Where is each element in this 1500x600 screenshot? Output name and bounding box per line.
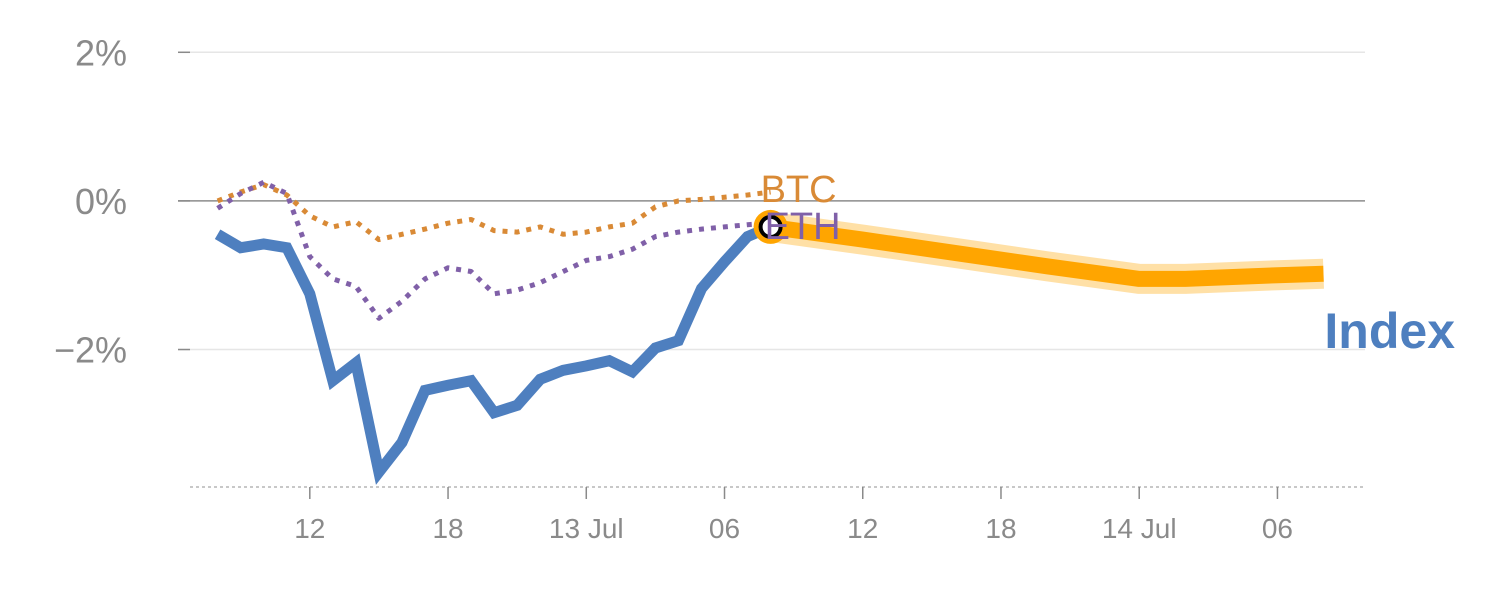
series-line-btc [216, 182, 771, 243]
x-tick-label: 13 Jul [549, 513, 624, 544]
x-tick-label: 18 [985, 513, 1016, 544]
series-label-index: Index [1324, 303, 1455, 359]
series-line-index [214, 221, 773, 485]
y-tick-label: −2% [54, 330, 127, 371]
x-tick-label: 12 [294, 513, 325, 544]
series-label-eth: ETH [765, 206, 841, 248]
highlight-line [769, 218, 1324, 287]
x-tick-label: 12 [847, 513, 878, 544]
current-point-marker-inner [758, 214, 783, 239]
x-tick-label: 06 [1262, 513, 1293, 544]
x-tick-label: 18 [432, 513, 463, 544]
x-tick-label: 14 Jul [1102, 513, 1177, 544]
y-tick-label: 0% [75, 181, 127, 222]
series-line-eth [216, 179, 771, 321]
x-tick-label: 06 [709, 513, 740, 544]
series-label-btc: BTC [761, 169, 837, 211]
y-tick-label: 2% [75, 32, 127, 73]
